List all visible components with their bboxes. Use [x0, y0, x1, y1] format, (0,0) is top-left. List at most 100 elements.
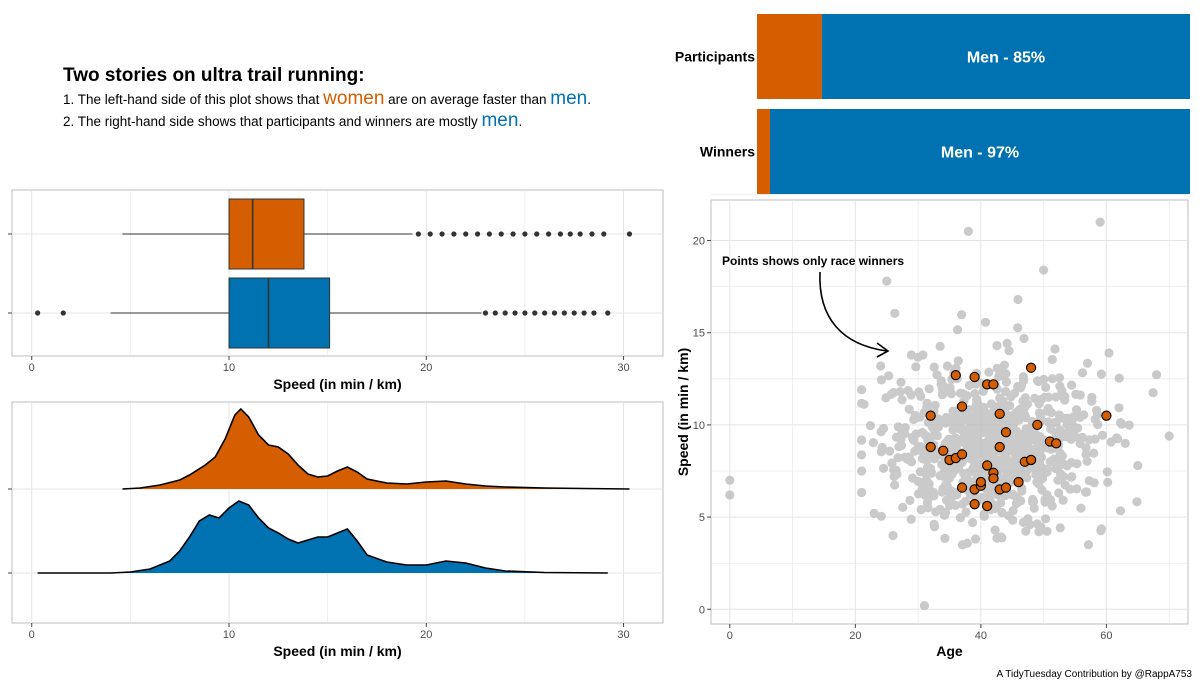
ridgeline-men [37, 500, 608, 574]
participant-point [1050, 344, 1060, 354]
scatter-y-tick-label: 10 [693, 420, 705, 432]
participant-point [1033, 462, 1043, 473]
scatter-series-winners [925, 362, 1112, 512]
participant-point [725, 490, 735, 500]
participant-point [1019, 376, 1029, 386]
participant-point [924, 384, 934, 394]
box-iqr [228, 277, 331, 349]
box-outlier [551, 310, 558, 316]
participant-point [885, 446, 895, 456]
participant-point [876, 511, 886, 521]
winner-point [956, 482, 968, 493]
participant-point [966, 419, 976, 429]
participant-point [1035, 433, 1045, 443]
participant-point [951, 363, 961, 373]
participant-point [1081, 443, 1091, 453]
participant-point [1012, 493, 1022, 503]
participant-point [935, 504, 945, 514]
participant-point [1077, 368, 1088, 378]
participant-point [1079, 410, 1089, 420]
box-outlier [601, 231, 607, 237]
participant-point [1040, 392, 1050, 402]
participant-point [884, 371, 894, 381]
ridgeline-x-tick-label: 10 [223, 629, 235, 641]
participant-point [992, 341, 1002, 351]
participant-point [980, 317, 991, 327]
participant-point [968, 517, 978, 528]
ridgeline-outline [37, 500, 608, 574]
participant-point [1074, 433, 1084, 443]
stacked-bar-winners: Men - 97% Winners [700, 109, 1190, 194]
participant-point [1000, 473, 1010, 483]
participant-point [955, 513, 966, 523]
participant-point [1042, 526, 1052, 536]
participant-point [971, 534, 981, 544]
participant-point [1120, 438, 1130, 448]
participant-point [941, 482, 951, 492]
headline: Two stories on ultra trail running: 1. T… [63, 64, 683, 132]
winner-point [982, 500, 993, 512]
participant-point [876, 375, 887, 385]
box-outlier [512, 310, 518, 316]
participant-point [879, 463, 889, 473]
participant-point [961, 507, 971, 517]
box-outlier [534, 231, 540, 237]
participant-point [979, 402, 989, 412]
participant-point [1033, 439, 1043, 450]
winner-point [1025, 454, 1037, 466]
bar-category-label: Winners [700, 144, 755, 160]
participant-point [857, 450, 867, 460]
participant-point [915, 412, 925, 422]
participant-point [1096, 369, 1106, 379]
winner-point [1000, 482, 1012, 493]
participant-point [1082, 358, 1093, 368]
participant-point [1065, 484, 1075, 494]
participant-point [1103, 477, 1113, 487]
box-outlier [589, 231, 595, 237]
ridgeline-x-tick-label: 0 [29, 629, 35, 641]
participant-point [1114, 373, 1124, 383]
headline-line-1-pre: 1. The left-hand side of this plot shows… [63, 92, 324, 107]
participant-point [946, 389, 957, 399]
bar-category-label: Participants [675, 49, 755, 65]
participant-point [993, 456, 1003, 466]
annotation-arrow-line [819, 271, 888, 352]
participant-point [1019, 333, 1029, 344]
participant-point [1061, 460, 1071, 470]
participant-point [1004, 346, 1014, 356]
participant-point [1055, 523, 1065, 533]
participant-point [1013, 294, 1023, 305]
participant-point [948, 425, 958, 435]
participant-point [865, 421, 876, 431]
participant-point [1062, 427, 1073, 437]
participant-point [960, 496, 971, 506]
bar-men-winners [769, 109, 1190, 194]
participant-point [1008, 506, 1018, 516]
participant-point [992, 363, 1002, 373]
boxplot-x-axis-title: Speed (in min / km) [273, 376, 401, 392]
ridgeline-outline [122, 407, 630, 490]
participant-point [857, 385, 867, 395]
participant-point [920, 490, 930, 500]
participant-point [1022, 473, 1032, 483]
participant-point [857, 487, 867, 498]
box-outlier [486, 231, 492, 237]
scatter-x-tick-label: 20 [849, 630, 861, 642]
box-outlier [439, 231, 445, 237]
scatter-y-tick-label: 5 [699, 512, 705, 524]
participant-point [1067, 380, 1077, 390]
participant-point [929, 522, 940, 532]
participant-point [896, 377, 906, 387]
participant-point [904, 404, 914, 414]
box-outlier [591, 310, 597, 316]
winner-point [925, 441, 936, 453]
participant-point [898, 502, 908, 512]
participant-point [1092, 409, 1103, 419]
bar-data-label: Men - 97% [941, 145, 1019, 162]
participant-point [958, 540, 968, 550]
annotation-label: Points shows only race winners [722, 254, 904, 268]
participant-point [893, 453, 903, 463]
winner-point [994, 441, 1005, 453]
headline-word-men: men [550, 88, 588, 109]
